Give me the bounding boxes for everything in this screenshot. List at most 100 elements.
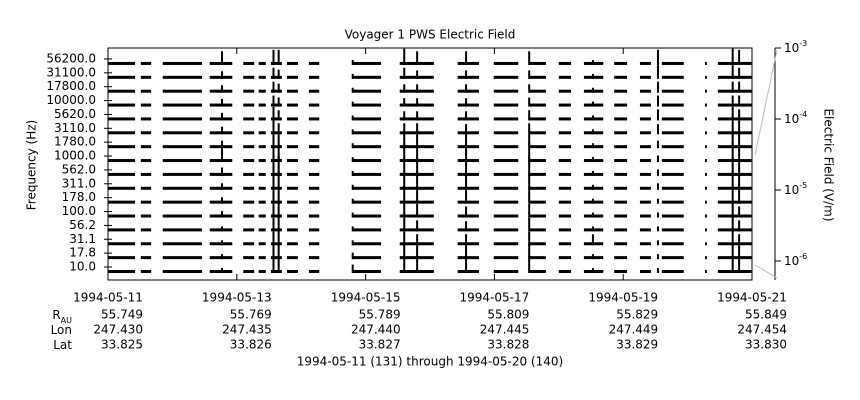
coverage-segment <box>704 131 707 135</box>
coverage-segment <box>243 131 255 135</box>
ephemeris-value: 55.769 <box>230 308 272 322</box>
ephemeris-value: 247.435 <box>222 323 272 337</box>
spike <box>416 51 419 65</box>
spike <box>416 234 419 246</box>
coverage-segment <box>639 242 651 246</box>
x-tick-label: 1994-05-19 <box>588 291 658 305</box>
footer: 1994-05-11 (131) through 1994-05-20 (140… <box>297 355 563 369</box>
coverage-segment <box>270 117 282 121</box>
spike <box>403 67 406 79</box>
coverage-segment <box>558 145 572 149</box>
coverage-segment <box>287 256 298 260</box>
coverage-segment <box>661 186 684 190</box>
spike <box>220 211 223 218</box>
coverage-segment <box>639 186 651 190</box>
coverage-segment <box>457 103 479 107</box>
spike <box>416 111 419 121</box>
coverage-segment <box>558 242 572 246</box>
coverage-segment <box>258 145 266 149</box>
coverage-segment <box>493 103 519 107</box>
coverage-segment <box>243 89 255 93</box>
coverage-segment <box>558 131 572 135</box>
y-tick-label: 17.8 <box>69 246 96 260</box>
coverage-segment <box>258 89 266 93</box>
coverage-segment <box>270 228 282 232</box>
coverage-segment <box>614 131 628 135</box>
spike <box>528 243 531 260</box>
spike <box>277 69 280 79</box>
coverage-segment <box>352 61 382 65</box>
coverage-segment <box>108 200 136 204</box>
spike <box>656 169 659 176</box>
spike <box>351 184 354 190</box>
spike <box>351 143 354 149</box>
coverage-segment <box>558 186 572 190</box>
coverage-segment <box>352 145 382 149</box>
ephemeris-value: 33.830 <box>745 338 787 352</box>
coverage-segment <box>140 61 152 65</box>
coverage-segment <box>529 131 546 135</box>
y-tick-label: 3110.0 <box>54 121 96 135</box>
spike <box>351 87 354 93</box>
spike <box>403 217 406 232</box>
coverage-segment <box>270 256 282 260</box>
coverage-segment <box>287 145 298 149</box>
coverage-segment <box>639 131 651 135</box>
spike <box>738 234 741 246</box>
x-tick-label: 1994-05-11 <box>73 291 143 305</box>
coverage-segment <box>270 214 282 218</box>
coverage-segment <box>287 186 298 190</box>
ephemeris-value: 55.789 <box>359 308 401 322</box>
coverage-segment <box>140 270 152 273</box>
coverage-segment <box>287 270 298 273</box>
coverage-segment <box>108 270 136 273</box>
ephemeris-value: 247.445 <box>480 323 530 337</box>
spike <box>656 49 659 65</box>
spike <box>416 134 419 149</box>
coverage-segment <box>529 89 546 93</box>
spike <box>591 101 594 107</box>
coverage-segment <box>457 186 479 190</box>
coverage-segment <box>529 270 546 273</box>
spike <box>220 126 223 135</box>
coverage-segment <box>308 145 320 149</box>
spike <box>272 49 275 65</box>
coverage-segment <box>308 186 320 190</box>
y2-tick-base: 10 <box>784 41 799 55</box>
coverage-segment <box>352 117 382 121</box>
coverage-segment <box>493 145 519 149</box>
coverage-segment <box>704 186 707 190</box>
coverage-segment <box>717 61 752 65</box>
spike <box>731 130 734 149</box>
coverage-segment <box>140 145 152 149</box>
spike <box>656 226 659 232</box>
coverage-segment <box>140 159 152 163</box>
coverage-segment <box>258 61 266 65</box>
spike <box>351 101 354 107</box>
coverage-segment <box>108 131 136 135</box>
scale-connector <box>754 264 778 279</box>
spike <box>351 129 354 135</box>
spike <box>591 254 594 260</box>
spike <box>220 167 223 176</box>
coverage-segment <box>639 103 651 107</box>
ephemeris-value: 55.749 <box>101 308 143 322</box>
spike <box>731 106 734 121</box>
y-tick-label: 17800.0 <box>46 79 96 93</box>
spike <box>528 70 531 79</box>
spike <box>591 226 594 232</box>
spike <box>403 156 406 176</box>
y-tick-label: 5620.0 <box>54 107 96 121</box>
y-axis-label: Frequency (Hz) <box>25 120 39 211</box>
spike <box>465 245 468 260</box>
spike <box>738 174 741 190</box>
coverage-segment <box>457 131 479 135</box>
spike <box>220 71 223 79</box>
ephemeris-value: 33.825 <box>101 338 143 352</box>
coverage-segment <box>287 159 298 163</box>
spike <box>738 206 741 218</box>
spike <box>465 221 468 232</box>
spike <box>351 60 354 65</box>
coverage-segment <box>493 172 519 176</box>
